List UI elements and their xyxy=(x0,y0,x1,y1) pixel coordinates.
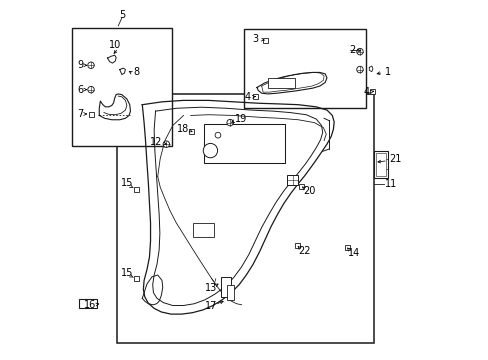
Bar xyxy=(369,89,375,94)
Circle shape xyxy=(88,86,94,93)
Text: 10: 10 xyxy=(109,40,122,50)
Text: 1: 1 xyxy=(384,67,390,77)
Bar xyxy=(294,243,300,248)
Bar xyxy=(79,299,97,309)
Circle shape xyxy=(203,143,217,158)
Bar xyxy=(286,175,297,185)
Bar xyxy=(344,245,349,250)
Bar xyxy=(267,78,294,88)
Bar xyxy=(376,153,385,176)
Text: 19: 19 xyxy=(234,114,246,124)
Text: 5: 5 xyxy=(119,10,125,20)
Text: 7: 7 xyxy=(77,109,83,119)
Bar xyxy=(133,276,139,281)
Circle shape xyxy=(163,141,169,147)
Text: 21: 21 xyxy=(388,154,401,164)
Text: 20: 20 xyxy=(302,186,315,197)
Circle shape xyxy=(215,132,221,138)
Text: 17: 17 xyxy=(204,301,217,311)
Circle shape xyxy=(356,66,363,73)
Text: 15: 15 xyxy=(121,268,133,278)
Bar xyxy=(188,129,194,134)
Text: 13: 13 xyxy=(204,283,217,293)
Circle shape xyxy=(226,120,233,126)
Text: 18: 18 xyxy=(177,124,189,134)
Bar xyxy=(117,94,373,343)
Circle shape xyxy=(356,48,363,55)
Text: 4: 4 xyxy=(244,92,251,102)
Text: 4: 4 xyxy=(363,87,369,97)
Bar xyxy=(88,112,93,117)
Text: 8: 8 xyxy=(134,67,140,77)
Circle shape xyxy=(88,62,94,68)
Text: 2: 2 xyxy=(348,45,354,55)
Text: 11: 11 xyxy=(385,179,397,189)
Bar xyxy=(262,39,267,43)
Bar xyxy=(244,30,366,108)
Bar xyxy=(299,184,304,189)
Bar xyxy=(133,187,139,192)
Bar xyxy=(192,223,214,237)
Text: 15: 15 xyxy=(121,178,133,188)
Bar xyxy=(373,151,387,178)
Text: 3: 3 xyxy=(252,35,258,44)
Text: 6: 6 xyxy=(77,85,83,95)
Text: 9: 9 xyxy=(77,60,83,70)
Bar xyxy=(221,277,231,297)
Text: 22: 22 xyxy=(298,246,310,256)
Text: 12: 12 xyxy=(150,137,163,147)
Text: 14: 14 xyxy=(347,248,359,258)
Bar xyxy=(253,94,258,99)
Bar xyxy=(72,28,172,146)
FancyBboxPatch shape xyxy=(204,124,285,163)
Text: 16: 16 xyxy=(83,300,96,310)
Bar xyxy=(226,285,234,300)
